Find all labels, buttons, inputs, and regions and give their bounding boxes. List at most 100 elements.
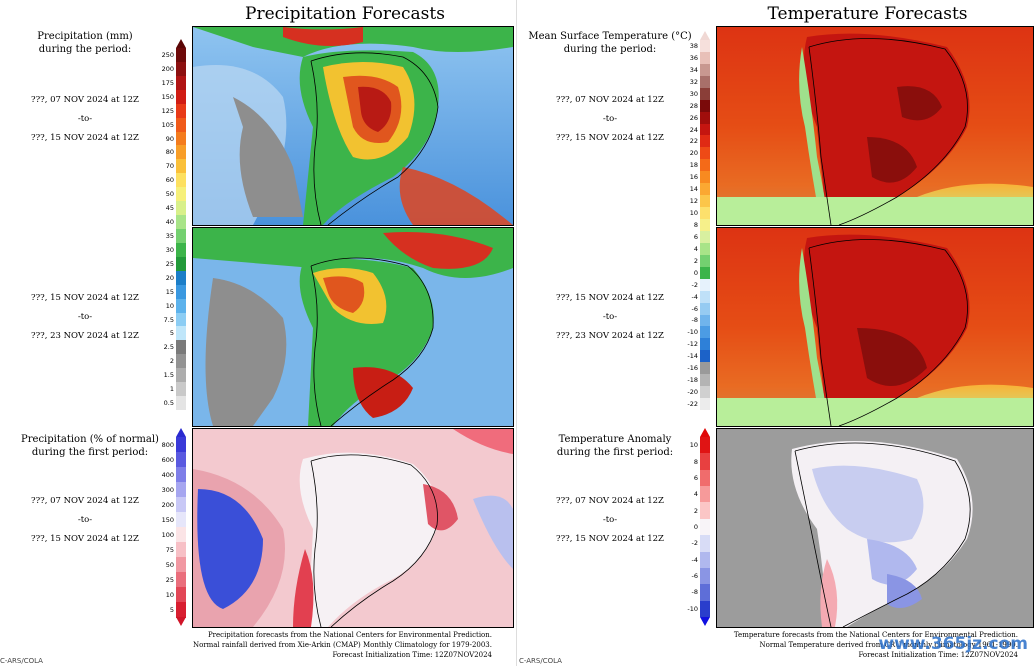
precip-footer-line3: Forecast Initialization Time: 12Z07NOV20…: [332, 651, 492, 659]
colorbar-tick-label: 80: [165, 148, 174, 157]
temp-anom-label-line2: during the first period:: [556, 447, 674, 458]
colorbar-tick-label: 25: [165, 259, 174, 268]
colorbar-segment: [700, 386, 710, 399]
colorbar-cap-bottom: [700, 617, 710, 626]
temp-anom-colorbar: [700, 428, 710, 626]
colorbar-tick-label: 300: [161, 485, 174, 494]
colorbar-segment: [176, 368, 186, 383]
colorbar-segment: [700, 135, 710, 148]
colorbar-tick-label: 7.5: [163, 315, 174, 324]
colorbar-segment: [700, 398, 710, 411]
colorbar-segment: [176, 557, 186, 573]
period-start: ???, 07 NOV 2024 at 12Z: [31, 95, 139, 105]
colorbar-tick-label: 60: [165, 176, 174, 185]
colorbar-segment: [700, 219, 710, 232]
colorbar-segment: [700, 75, 710, 89]
colorbar-segment: [176, 467, 186, 483]
period-to: -to-: [77, 312, 93, 322]
colorbar-cap-bottom: [176, 410, 186, 419]
precip-pct-label: Precipitation (% of normal) during the f…: [10, 433, 170, 459]
colorbar-tick-label: -10: [687, 328, 698, 337]
colorbar-segment: [700, 551, 710, 569]
precip-period-3: ???, 07 NOV 2024 at 12Z -to- ???, 15 NOV…: [5, 492, 165, 549]
colorbar-segment: [176, 256, 186, 272]
colorbar-tick-label: 0: [693, 523, 698, 531]
colorbar-tick-label: 50: [165, 190, 174, 199]
colorbar-tick-label: 22: [689, 137, 698, 146]
period-to: -to-: [77, 114, 93, 124]
colorbar-segment: [700, 195, 710, 208]
colorbar-segment: [700, 584, 710, 602]
colorbar-tick-label: -8: [691, 316, 698, 325]
period-to: -to-: [602, 114, 618, 124]
colorbar-tick-label: -18: [687, 376, 698, 385]
colorbar-tick-label: 150: [161, 515, 174, 524]
temp-period-2: ???, 15 NOV 2024 at 12Z -to- ???, 23 NOV…: [530, 289, 690, 346]
colorbar-tick-label: 70: [165, 162, 174, 171]
colorbar-tick-label: -22: [687, 400, 698, 409]
precip-footer-line1: Precipitation forecasts from the Nationa…: [207, 631, 492, 639]
colorbar-tick-label: 6: [693, 232, 698, 241]
precip-mm-colorbar: [176, 39, 186, 419]
colorbar-tick-label: 90: [165, 134, 174, 143]
colorbar-tick-label: 30: [165, 245, 174, 254]
period-end: ???, 15 NOV 2024 at 12Z: [31, 133, 139, 143]
colorbar-segment: [700, 254, 710, 268]
colorbar-segment: [700, 453, 710, 471]
precip-footer-line2: Normal rainfall derived from Xie-Arkin (…: [192, 641, 492, 649]
colorbar-segment: [176, 587, 186, 603]
colorbar-segment: [176, 131, 186, 146]
colorbar-tick-label: 175: [161, 78, 174, 87]
temp-map-week1: [716, 26, 1034, 226]
colorbar-tick-label: 100: [161, 530, 174, 539]
colorbar-segment: [700, 326, 710, 339]
colorbar-segment: [700, 207, 710, 220]
temp-footer-line3: Forecast Initialization Time: 12Z07NOV20…: [858, 651, 1018, 659]
temp-title: Temperature Forecasts: [767, 4, 968, 24]
colorbar-segment: [176, 527, 186, 543]
colorbar-segment: [176, 284, 186, 300]
period-end: ???, 23 NOV 2024 at 12Z: [31, 331, 139, 341]
temp-anom-label-line1: Temperature Anomaly: [558, 434, 672, 445]
colorbar-tick-label: 50: [165, 560, 174, 569]
precip-pct-label-line1: Precipitation (% of normal): [21, 434, 159, 445]
colorbar-segment: [176, 340, 186, 355]
colorbar-segment: [700, 502, 710, 520]
colorbar-tick-label: 200: [161, 64, 174, 73]
colorbar-segment: [176, 354, 186, 369]
precip-mm-label: Precipitation (mm) during the period:: [10, 30, 160, 56]
colorbar-tick-label: 800: [161, 440, 174, 449]
colorbar-segment: [176, 298, 186, 314]
colorbar-segment: [176, 61, 186, 77]
colorbar-tick-label: 1: [169, 385, 174, 394]
period-to: -to-: [602, 312, 618, 322]
colorbar-tick-label: -8: [691, 588, 698, 597]
period-end: ???, 15 NOV 2024 at 12Z: [31, 534, 139, 544]
colorbar-segment: [176, 159, 186, 174]
colorbar-tick-label: 45: [165, 204, 174, 213]
temp-map-week2: [716, 227, 1034, 427]
colorbar-segment: [176, 482, 186, 498]
corner-credit-right: C-ARS/COLA: [519, 657, 562, 665]
colorbar-segment: [700, 111, 710, 125]
corner-credit-left: C-ARS/COLA: [0, 657, 43, 665]
precip-mm-label-line2: during the period:: [38, 44, 132, 55]
colorbar-segment: [176, 326, 186, 341]
colorbar-segment: [176, 382, 186, 397]
colorbar-tick-label: 200: [161, 500, 174, 509]
colorbar-segment: [176, 512, 186, 528]
colorbar-tick-label: 2: [169, 357, 174, 366]
colorbar-tick-label: 125: [161, 106, 174, 115]
colorbar-segment: [176, 229, 186, 244]
colorbar-segment: [176, 396, 186, 411]
colorbar-segment: [176, 437, 186, 453]
colorbar-segment: [700, 469, 710, 487]
colorbar-segment: [700, 159, 710, 172]
precip-pct-map: [192, 428, 514, 628]
colorbar-tick-label: 16: [689, 173, 698, 182]
colorbar-segment: [700, 518, 710, 536]
colorbar-tick-label: 600: [161, 455, 174, 464]
precip-pct-label-line2: during the first period:: [31, 447, 149, 458]
colorbar-segment: [176, 173, 186, 188]
colorbar-tick-label: -2: [691, 539, 698, 548]
